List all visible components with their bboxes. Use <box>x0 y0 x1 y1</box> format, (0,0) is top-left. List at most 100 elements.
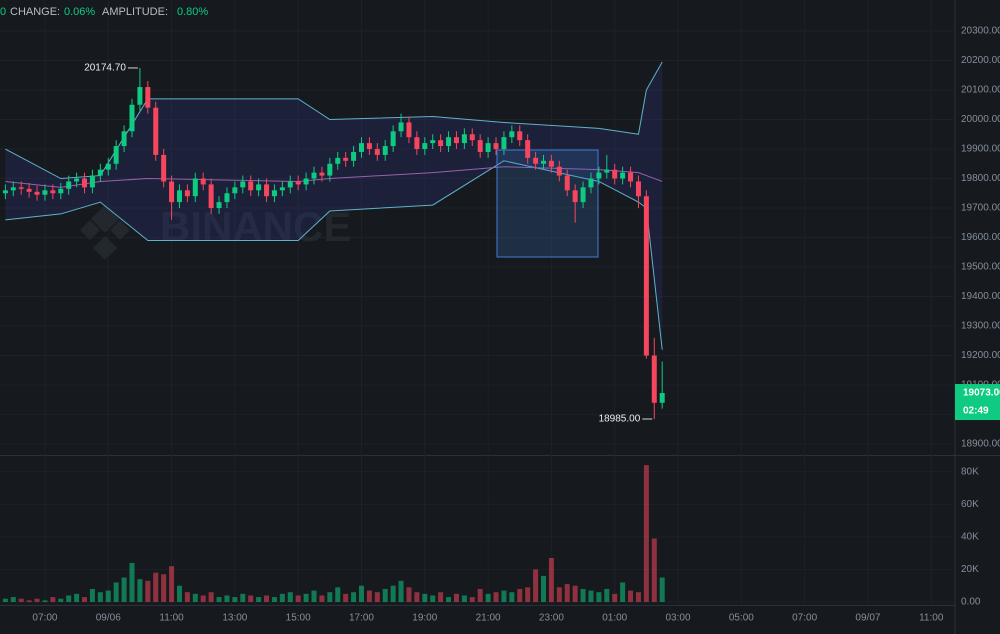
volume-bar <box>113 582 119 602</box>
y-tick-label: 19300.00 <box>961 321 1000 332</box>
x-tick-label: 09/07 <box>855 613 880 624</box>
candle-body <box>232 187 238 194</box>
volume-bar <box>493 592 499 602</box>
volume-bar <box>26 600 32 602</box>
candle-body <box>469 134 475 141</box>
candle-body <box>176 190 182 203</box>
volume-bar <box>390 585 396 602</box>
band-line <box>5 160 663 350</box>
volume-bar <box>477 588 483 602</box>
volume-bar <box>224 595 230 602</box>
header-lead: 0 <box>0 6 6 18</box>
candle-body <box>556 166 562 176</box>
candle-body <box>2 190 8 194</box>
volume-bar <box>58 598 64 602</box>
candle-body <box>659 393 665 403</box>
volume-bar <box>10 597 16 602</box>
volume-bar <box>271 597 277 602</box>
candle-body <box>588 178 594 188</box>
x-tick-label: 11:00 <box>919 613 944 624</box>
candle-body <box>105 163 111 170</box>
candle-body <box>58 188 64 194</box>
candle-body <box>422 143 428 150</box>
volume-bar <box>303 593 309 602</box>
y-tick-label: 0.00 <box>961 597 981 608</box>
annotation-label: 20174.70 <box>84 63 126 74</box>
candle-body <box>319 172 325 176</box>
candle-body <box>509 131 515 138</box>
volume-bar <box>453 593 459 602</box>
candle-body <box>517 131 523 141</box>
y-tick-label: 20100.00 <box>961 85 1000 96</box>
x-tick-label: 17:00 <box>349 613 374 624</box>
y-tick-label: 60K <box>961 499 979 510</box>
volume-bar <box>34 598 40 602</box>
volume-bar <box>161 574 167 602</box>
volume-bar <box>240 593 246 602</box>
candle-body <box>169 181 175 203</box>
candle-body <box>224 193 230 203</box>
volume-bar <box>264 595 270 602</box>
candle-body <box>461 134 467 144</box>
candle-body <box>358 143 364 152</box>
volume-bar <box>612 593 618 602</box>
candle-body <box>366 143 372 150</box>
volume-bar <box>540 575 546 602</box>
candle-body <box>66 181 72 189</box>
watermark-logo <box>80 205 130 260</box>
x-tick-label: 07:00 <box>792 613 817 624</box>
x-tick-label: 23:00 <box>539 613 564 624</box>
volume-bar <box>422 593 428 602</box>
volume-bar <box>620 582 626 602</box>
volume-bar <box>351 592 357 602</box>
volume-bar <box>430 595 436 602</box>
candle-body <box>438 140 444 147</box>
volume-bar <box>279 593 285 602</box>
volume-bar <box>74 593 80 602</box>
candle-body <box>414 137 420 150</box>
candle-body <box>264 184 270 197</box>
volume-bar <box>232 597 238 602</box>
current-price-box <box>955 384 1000 421</box>
volume-bar <box>200 595 206 602</box>
volume-bar <box>438 592 444 602</box>
candle-body <box>382 146 388 155</box>
candle-body <box>216 202 222 209</box>
x-tick-label: 09/06 <box>96 613 121 624</box>
candle-body <box>604 169 610 173</box>
volume-bar <box>287 592 293 602</box>
candle-body <box>311 172 317 179</box>
candle-body <box>26 188 32 192</box>
volume-bar <box>295 595 301 602</box>
volume-bar <box>509 592 515 602</box>
candle-body <box>97 169 103 176</box>
candle-body <box>34 191 40 195</box>
volume-bar <box>97 592 103 602</box>
candle-body <box>628 172 634 182</box>
volume-bar <box>184 592 190 602</box>
candle-body <box>161 154 167 182</box>
header-label: CHANGE: <box>10 6 60 18</box>
volume-bar <box>18 598 24 602</box>
volume-bar <box>248 595 254 602</box>
x-tick-label: 15:00 <box>286 613 311 624</box>
candle-body <box>50 190 56 194</box>
volume-bar <box>548 558 554 602</box>
candle-body <box>453 137 459 144</box>
volume-bar <box>461 595 467 602</box>
candle-body <box>89 175 95 188</box>
x-tick-label: 01:00 <box>602 613 627 624</box>
volume-bar <box>374 592 380 602</box>
candle-body <box>501 137 507 150</box>
volume-bar <box>176 585 182 602</box>
volume-bar <box>643 465 649 602</box>
volume-bar <box>414 592 420 602</box>
volume-bar <box>659 577 665 602</box>
volume-bar <box>572 585 578 602</box>
candle-body <box>398 122 404 132</box>
candle-body <box>279 187 285 191</box>
candle-body <box>564 175 570 191</box>
candle-body <box>200 178 206 185</box>
volume-bar <box>256 597 262 602</box>
